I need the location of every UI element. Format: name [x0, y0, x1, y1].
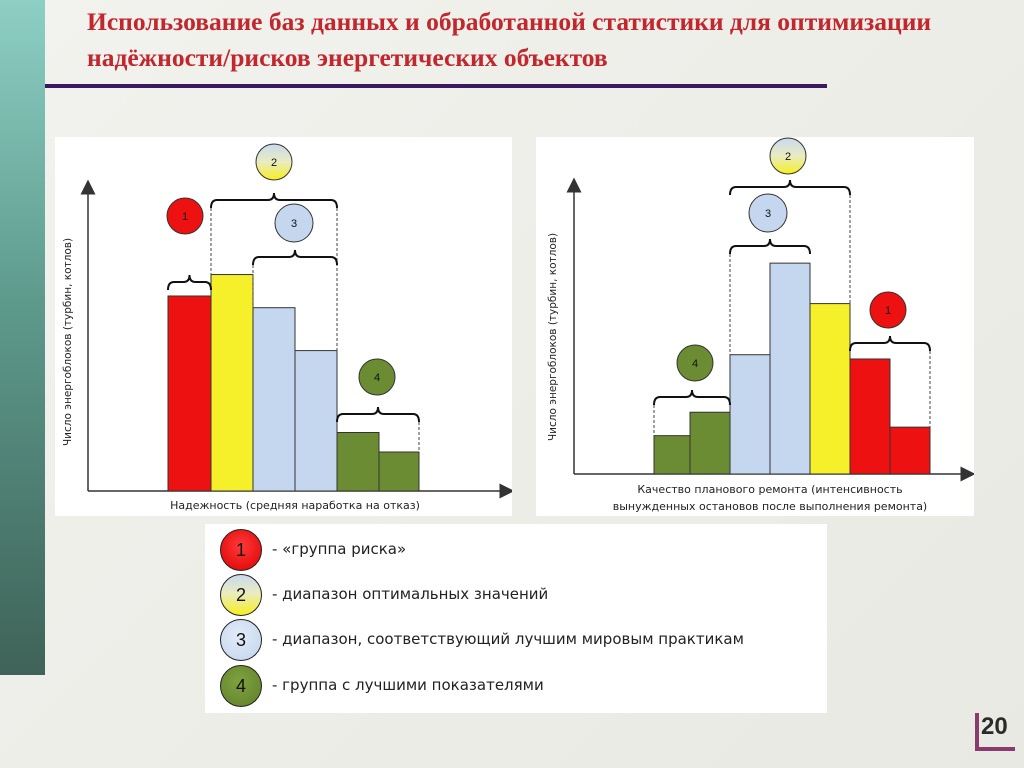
- bar: [252, 307, 296, 492]
- group-marker-1-icon: [166, 197, 204, 235]
- page-number-badge: 20: [975, 713, 1017, 751]
- group-marker-3-label: 3: [765, 208, 771, 220]
- bar: [889, 426, 931, 475]
- legend-marker-1-icon: 1: [220, 529, 262, 571]
- group-marker-1-label: 1: [885, 305, 891, 317]
- legend-label: - группа с лучшими показателями: [272, 676, 544, 694]
- repair-quality-chart: Число энергоблоков (турбин, котлов) Качес…: [536, 137, 974, 516]
- decorative-side-band: [0, 0, 45, 675]
- y-axis-title: Число энергоблоков (турбин, котлов): [547, 233, 559, 441]
- group-marker-3-icon: [274, 203, 314, 243]
- legend-label: - «группа риска»: [272, 540, 407, 558]
- legend-label: - диапазон оптимальных значений: [272, 585, 549, 603]
- y-axis-title: Число энергоблоков (турбин, котлов): [62, 238, 74, 446]
- group-marker-3-icon: [748, 193, 788, 233]
- bar: [729, 354, 771, 475]
- repair-quality-chart-svg: Число энергоблоков (турбин, котлов) Качес…: [547, 137, 974, 513]
- group-marker-4-label: 4: [692, 358, 698, 370]
- bracket-group-2: [729, 179, 851, 196]
- x-axis-title: вынужденных остановов после выполнения р…: [613, 500, 927, 513]
- group-marker-4-label: 4: [374, 372, 380, 384]
- bar: [769, 262, 811, 475]
- group-marker-2-label: 2: [785, 151, 791, 163]
- bar: [336, 432, 380, 492]
- bar: [809, 303, 851, 475]
- bracket-group-4: [336, 406, 420, 423]
- bar: [210, 274, 254, 492]
- group-marker-3-label: 3: [291, 218, 297, 230]
- legend-panel: 1 - «группа риска» 2 - диапазон оптималь…: [205, 524, 827, 713]
- page-bracket-icon: [975, 713, 1015, 751]
- bracket-group-4: [653, 389, 731, 406]
- group-marker-1-icon: [869, 291, 907, 329]
- group-marker-4-icon: [358, 358, 396, 396]
- legend-label: - диапазон, соответствующий лучшим миров…: [272, 630, 744, 648]
- x-axis-title: Надежность (средняя наработка на отказ): [170, 499, 420, 512]
- legend-marker-4-icon: 4: [220, 665, 262, 707]
- group-marker-2-icon: [255, 143, 293, 181]
- bracket-group-3: [729, 238, 811, 255]
- bracket-group-1: [167, 274, 212, 291]
- title-underline: [45, 84, 827, 88]
- legend-marker-3-icon: 3: [220, 619, 262, 661]
- bracket-group-1: [849, 335, 931, 352]
- bar: [849, 358, 891, 475]
- bar: [378, 451, 420, 492]
- group-marker-4-icon: [676, 344, 714, 382]
- page-number: 20: [981, 713, 1008, 740]
- bar: [653, 435, 691, 475]
- legend-marker-2-icon: 2: [220, 574, 262, 616]
- bar: [167, 295, 212, 492]
- reliability-chart: Число энергоблоков (турбин, котлов) Надеж…: [55, 137, 512, 516]
- group-marker-2-label: 2: [271, 157, 277, 169]
- bracket-group-3: [252, 249, 338, 266]
- bar: [294, 350, 338, 492]
- group-marker-2-icon: [769, 137, 807, 175]
- group-marker-1-label: 1: [182, 211, 188, 223]
- bar: [689, 411, 731, 475]
- bracket-group-2: [210, 192, 338, 209]
- slide-title: Использование баз данных и обработанной …: [87, 7, 932, 72]
- x-axis-title: Качество планового ремонта (интенсивност…: [637, 483, 902, 496]
- reliability-chart-svg: Число энергоблоков (турбин, котлов) Надеж…: [62, 143, 512, 512]
